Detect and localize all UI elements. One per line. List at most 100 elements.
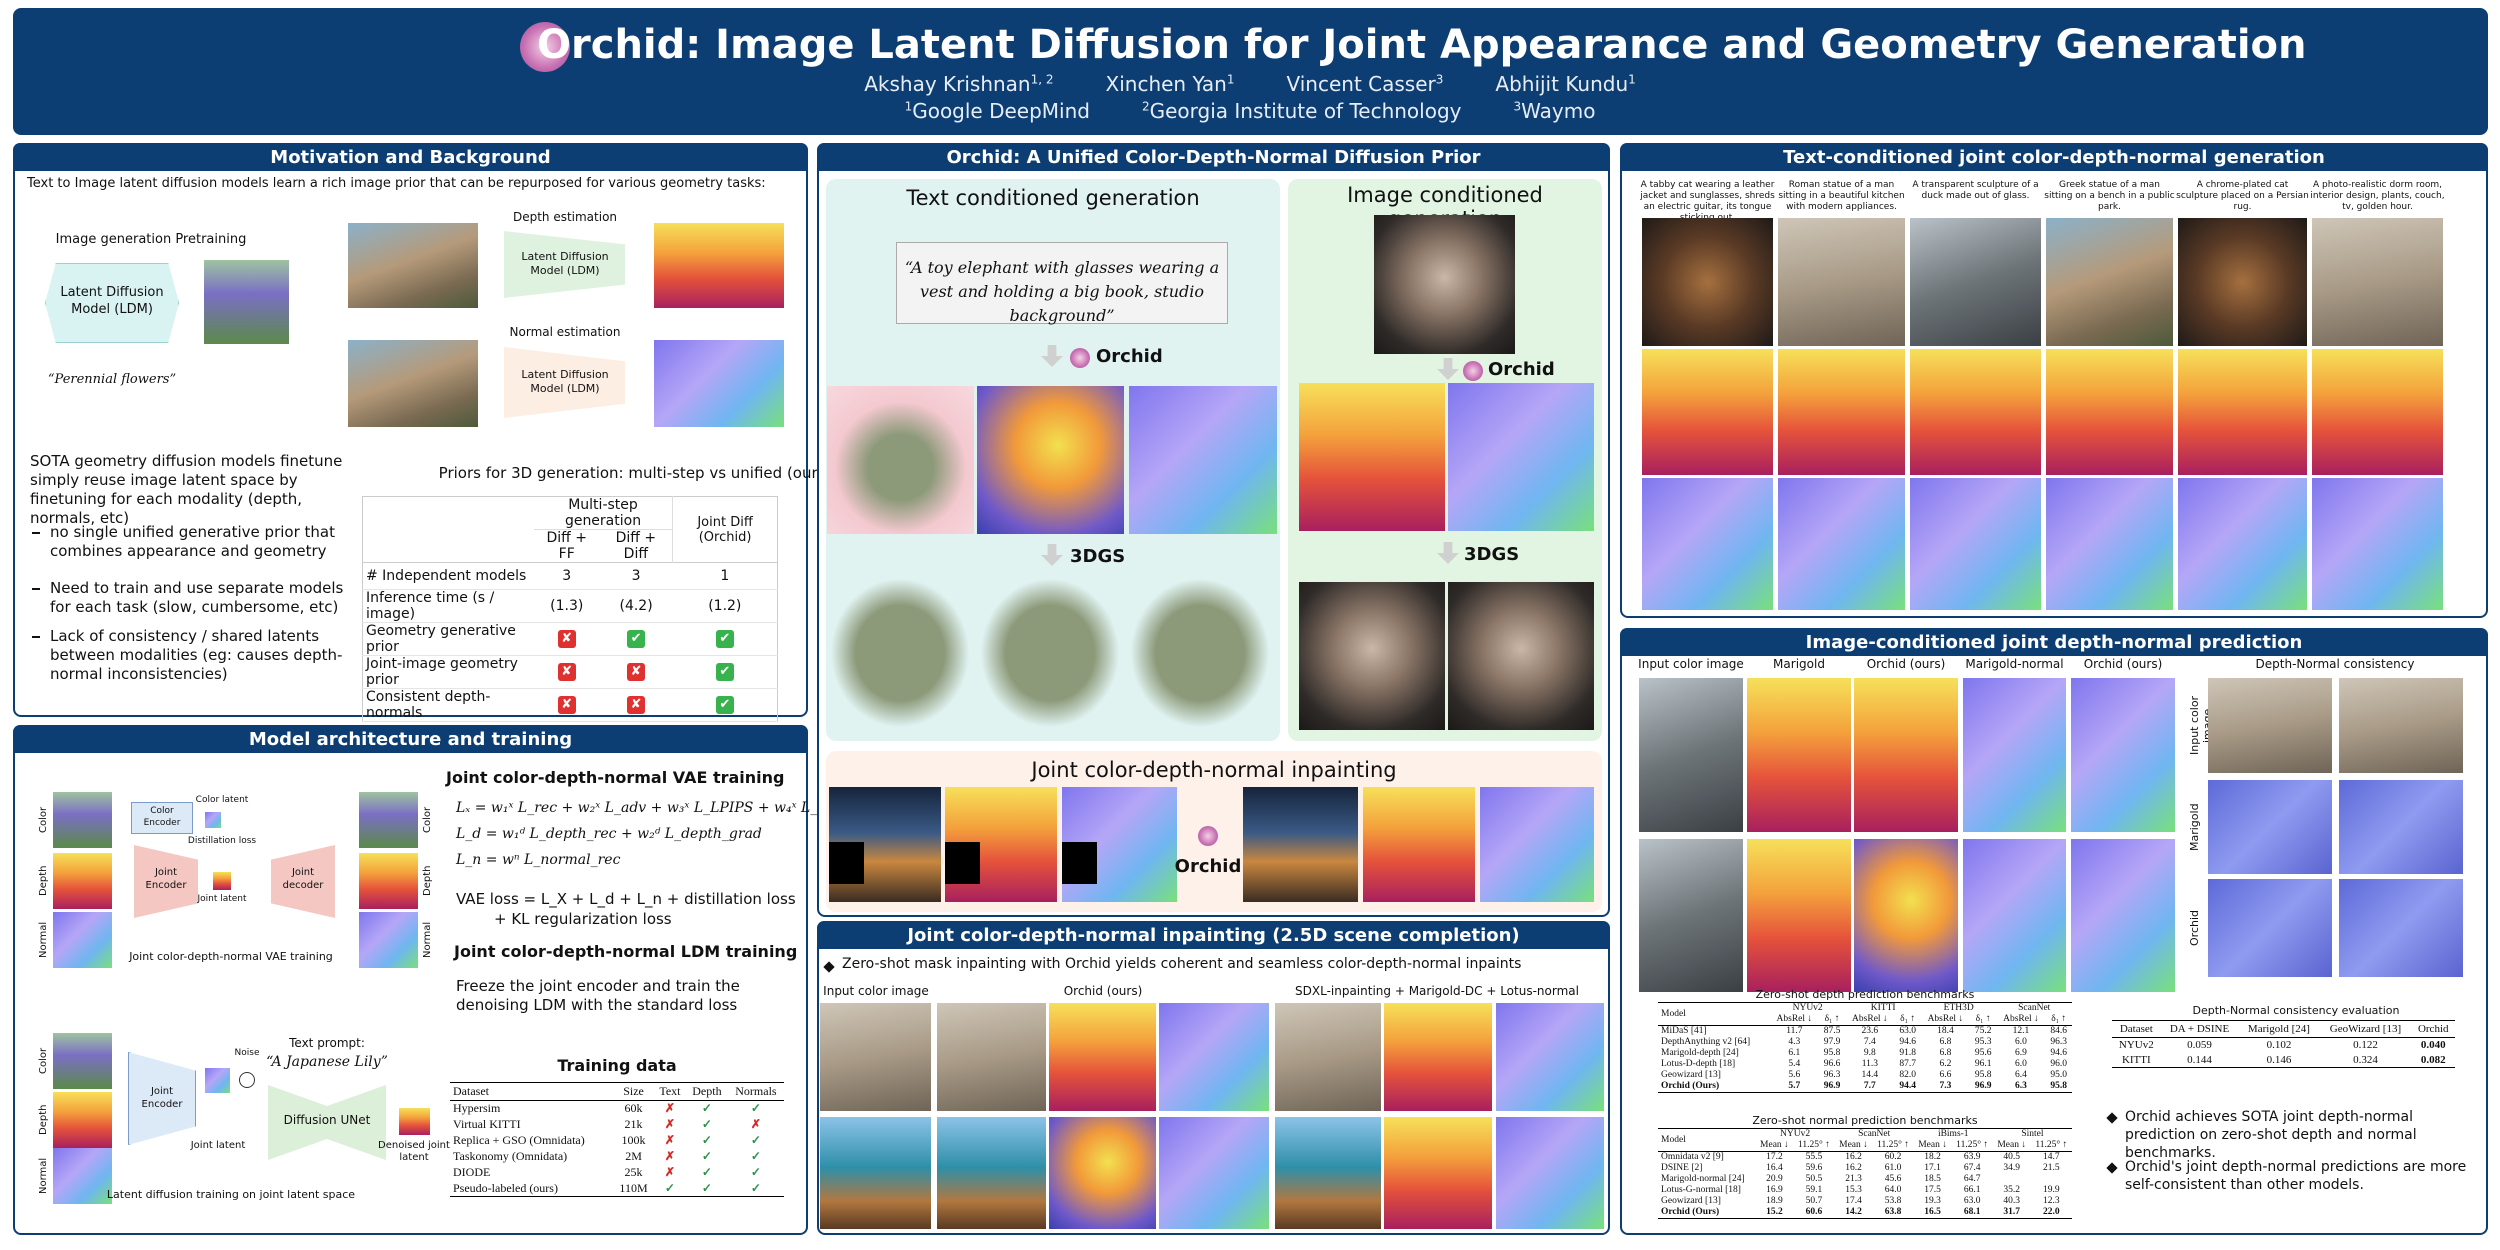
table-cell: 100k (621, 1133, 646, 1147)
table-row: MiDaS [41] 11.7 87.5 23.6 63.0 18.4 75.2 12.1 84… (1658, 1026, 2072, 1038)
table-cell: 0.082 (2420, 1053, 2446, 1066)
text: Joint color-depth-normal inpainting (1031, 758, 1397, 782)
table-cell: ✔ (600, 623, 673, 656)
text: A photo-realistic dorm room, interior de… (2310, 180, 2445, 212)
table-cell: 6.0 (2014, 1059, 2027, 1069)
table-cell: Lotus-D-depth [18] (1661, 1059, 1736, 1069)
table-cell: 94.4 (1899, 1081, 1916, 1091)
table-cell: 87.7 (1899, 1059, 1916, 1069)
table-cell: 15.2 (1766, 1207, 1783, 1217)
table-cell: 14.4 (1861, 1070, 1879, 1080)
image (2339, 780, 2463, 874)
table-cell: NYUv2 (2118, 1039, 2154, 1052)
table-cell: 6.6 (1939, 1070, 1952, 1080)
table-cell: Text (659, 1084, 681, 1098)
bullet-dash (32, 588, 40, 590)
image (830, 578, 970, 728)
table-cell: 84.6 (2050, 1026, 2067, 1036)
text: Orchid (ours) (2083, 657, 2163, 671)
table-cell: KITTI (2121, 1053, 2151, 1066)
table-cell: 6.2 (1939, 1059, 1952, 1069)
side-label: Depth (422, 865, 433, 897)
benchmark-table: Model NYUv2 ScanNet iBims-1 Sintel Mean ↓ 11.2… (1658, 1128, 2072, 1219)
table-cell: 63.9 (1963, 1152, 1981, 1162)
table-row: Dataset DA + DSINE Marigold [24] GeoWizard … (2112, 1021, 2455, 1038)
table-cell: 50.7 (1805, 1196, 1823, 1206)
table-cell: Orchid (Ours) (1661, 1207, 1720, 1217)
table-row: Geowizard [13] 18.9 50.7 17.4 53.8 19.3 63.0 40… (1658, 1196, 2072, 1207)
image (205, 812, 221, 828)
image (1747, 839, 1851, 992)
author-sup: 1, 2 (1030, 72, 1054, 87)
affiliation-name: Google DeepMind (912, 99, 1090, 123)
table-cell: 96.9 (1974, 1081, 1992, 1091)
text: Joint latent (197, 894, 247, 904)
table-cell: ✓ (750, 1180, 761, 1195)
image (53, 1092, 112, 1148)
header-band (13, 8, 2488, 135)
text: 3DGS (1464, 544, 1520, 565)
text: SDXL-inpainting + Marigold-DC + Lotus-no… (1295, 984, 1579, 998)
table-cell: Mean ↓ (1997, 1140, 2027, 1150)
table-cell: 21k (624, 1117, 643, 1131)
table-cell: 20.9 (1766, 1174, 1783, 1184)
panel-header (13, 143, 808, 171)
table-value: (1.3) (550, 598, 584, 614)
image (1639, 839, 1743, 992)
image (827, 386, 974, 534)
table-cell: 5.4 (1788, 1059, 1801, 1069)
decoder-box (271, 845, 335, 918)
table-row: DIODE 25k ✗ ✓ ✓ (450, 1165, 784, 1181)
table-value: ✘ (557, 696, 576, 714)
table-cell: ✘ (534, 623, 600, 656)
table-cell: KITTI (1870, 1003, 1896, 1013)
image (1778, 478, 1905, 610)
table-cell: (4.2) (600, 590, 673, 623)
image (2178, 478, 2307, 610)
table-cell: Geometry generative prior (366, 623, 516, 655)
table-cell: Replica + GSO (Omnidata) (453, 1133, 585, 1147)
image (1374, 215, 1515, 354)
table-cell: 0.122 (2353, 1039, 2378, 1052)
table-cell: 14.7 (2042, 1152, 2060, 1162)
table-cell: 6.8 (1939, 1037, 1952, 1047)
text: Joint Encoder (145, 867, 187, 891)
table-cell: ✘ (534, 656, 600, 689)
table-row: Dataset Size Text Depth Normals (450, 1083, 784, 1101)
table-row: Multi-step generation Joint Diff (Orchid) (362, 496, 778, 563)
table-cell: Dataset (453, 1084, 489, 1098)
table-cell: 23.6 (1861, 1026, 1879, 1036)
table-value: ✘ (627, 696, 646, 714)
image (1448, 582, 1594, 730)
table-cell: 25k (624, 1165, 643, 1179)
table-cell: ✓ (701, 1101, 712, 1116)
text: Orchid (ours) (1063, 984, 1143, 998)
panel-header (817, 921, 1610, 949)
image (980, 578, 1120, 728)
table-cell: 0.146 (2266, 1053, 2292, 1066)
table-cell: 96.0 (2050, 1059, 2067, 1069)
table-cell: DSINE [2] (1661, 1163, 1703, 1173)
image (820, 1117, 931, 1229)
table-cell: Joint-image geometry prior (366, 656, 518, 688)
affiliation-line: 1Google DeepMind 2Georgia Institute of Te… (0, 99, 2500, 123)
panel-title: Text-conditioned joint color-depth-norma… (1783, 147, 2325, 168)
table-cell: Marigold-depth [24] (1661, 1048, 1739, 1058)
table-cell: 34.9 (2003, 1163, 2021, 1173)
table-cell: Inference time (s / image) (366, 590, 495, 622)
table-cell: 96.3 (2050, 1037, 2067, 1047)
table-cell: ✔ (673, 623, 778, 656)
table-row: Orchid (Ours) 5.7 96.9 7.7 94.4 7.3 96.9 6.3 95.… (1658, 1081, 2072, 1093)
table-cell: ✗ (664, 1101, 675, 1116)
table-cell: 59.6 (1805, 1163, 1823, 1173)
training-table: Dataset Size Text Depth Normals Hypersim 60k ✗ ✓… (450, 1082, 784, 1197)
author-sup: 3 (1435, 72, 1444, 87)
table-cell: ✓ (701, 1165, 712, 1179)
table-cell: 16.5 (1924, 1207, 1941, 1217)
table-row: Diff + FF Diff + Diff (362, 530, 778, 563)
table-cell: 95.6 (1974, 1048, 1992, 1058)
image (1159, 1117, 1269, 1229)
table-cell: 7.3 (1939, 1081, 1952, 1091)
text: Color Encoder (143, 806, 181, 828)
